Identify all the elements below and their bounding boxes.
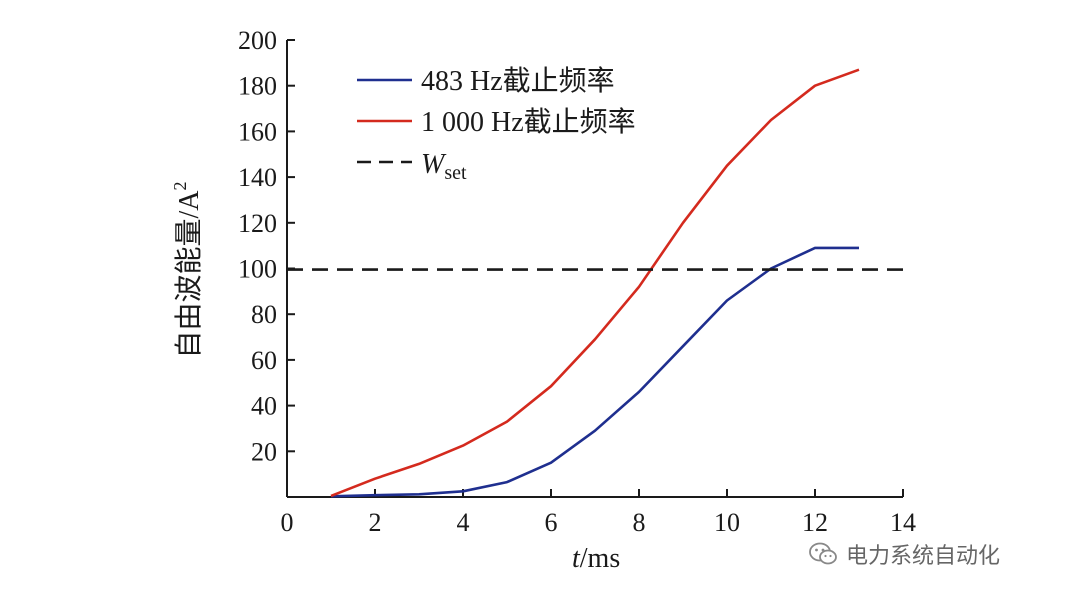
legend-label-wset-main: W: [421, 149, 447, 180]
y-tick-label-100: 100: [238, 255, 277, 284]
y-tick-label-80: 80: [251, 300, 277, 329]
y-tick-label-60: 60: [251, 346, 277, 375]
series-1000hz-line: [330, 68, 860, 498]
x-tick-label-0: 0: [281, 508, 294, 537]
x-tick-label-10: 10: [714, 508, 740, 537]
watermark-text: 电力系统自动化: [846, 544, 1001, 569]
y-tick-label-200: 200: [238, 26, 277, 55]
legend-label-wset: Wset: [421, 149, 467, 184]
x-tick-label-12: 12: [802, 508, 828, 537]
x-axis-title-unit: /ms: [580, 543, 620, 574]
watermark: 电力系统自动化: [808, 538, 1000, 570]
x-axis-title: t/ms: [572, 543, 620, 574]
y-tick-label-120: 120: [238, 209, 277, 238]
legend: 483 Hz截止频率 1 000 Hz截止频率 Wset: [357, 65, 636, 184]
wechat-icon: [809, 542, 837, 565]
x-tick-label-6: 6: [545, 508, 558, 537]
y-axis-title: 自由波能量/A2: [170, 181, 205, 358]
x-tick-label-4: 4: [457, 508, 470, 537]
x-tick-label-8: 8: [633, 508, 646, 537]
legend-label-483hz: 483 Hz截止频率: [421, 65, 615, 97]
y-axis-title-main: 自由波能量/A: [173, 190, 205, 359]
y-tick-label-160: 160: [238, 117, 277, 146]
y-axis-title-superscript: 2: [170, 181, 190, 190]
y-tick-label-20: 20: [251, 437, 277, 466]
y-tick-label-180: 180: [238, 72, 277, 101]
x-tick-label-2: 2: [369, 508, 382, 537]
legend-label-wset-sub: set: [444, 162, 467, 184]
y-tick-label-140: 140: [238, 163, 277, 192]
x-axis-title-italic: t: [572, 543, 581, 574]
legend-label-1000hz: 1 000 Hz截止频率: [421, 106, 636, 138]
series-483hz-line: [330, 246, 859, 498]
y-tick-label-40: 40: [251, 392, 277, 421]
x-tick-label-14: 14: [890, 508, 916, 537]
